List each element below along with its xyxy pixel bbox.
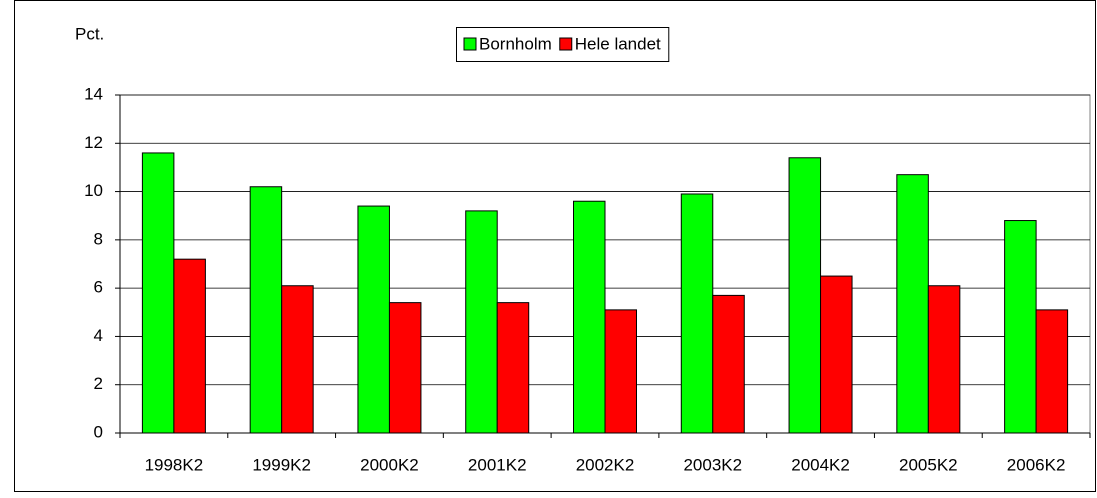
bar bbox=[465, 210, 498, 434]
y-tick-label: 2 bbox=[94, 374, 103, 393]
x-tick-label: 2004K2 bbox=[791, 455, 850, 474]
bar bbox=[388, 302, 422, 434]
x-tick-label: 2002K2 bbox=[576, 455, 635, 474]
bar bbox=[1035, 309, 1069, 434]
x-tick-label: 2001K2 bbox=[468, 455, 527, 474]
y-tick-label: 0 bbox=[94, 422, 103, 441]
bar bbox=[680, 193, 714, 434]
bar bbox=[281, 285, 314, 434]
bar bbox=[249, 186, 283, 434]
bar bbox=[357, 205, 390, 434]
y-tick-label: 14 bbox=[84, 84, 103, 103]
y-tick-label: 6 bbox=[94, 278, 103, 297]
x-tick-label: 2006K2 bbox=[1007, 455, 1066, 474]
legend-label: Hele landet bbox=[575, 34, 661, 53]
legend-swatch bbox=[463, 37, 477, 51]
y-tick-label: 10 bbox=[84, 181, 103, 200]
bar bbox=[141, 152, 175, 434]
bar bbox=[1004, 220, 1037, 434]
legend-label: Bornholm bbox=[479, 34, 552, 53]
y-axis-label: Pct. bbox=[75, 24, 104, 43]
y-tick-label: 8 bbox=[94, 229, 103, 248]
legend-swatch bbox=[559, 37, 573, 51]
bar bbox=[604, 309, 637, 434]
bar bbox=[173, 258, 206, 434]
x-tick-label: 1998K2 bbox=[145, 455, 204, 474]
bar bbox=[712, 294, 745, 434]
bar bbox=[496, 302, 530, 434]
bar bbox=[788, 157, 822, 434]
y-tick-label: 12 bbox=[84, 133, 103, 152]
bar bbox=[820, 275, 853, 434]
bar bbox=[573, 200, 606, 434]
bar bbox=[927, 285, 961, 434]
x-tick-label: 2000K2 bbox=[360, 455, 419, 474]
x-tick-label: 2005K2 bbox=[899, 455, 958, 474]
x-tick-label: 1999K2 bbox=[252, 455, 311, 474]
y-tick-label: 4 bbox=[94, 326, 103, 345]
x-tick-label: 2003K2 bbox=[683, 455, 742, 474]
bar bbox=[896, 174, 929, 434]
